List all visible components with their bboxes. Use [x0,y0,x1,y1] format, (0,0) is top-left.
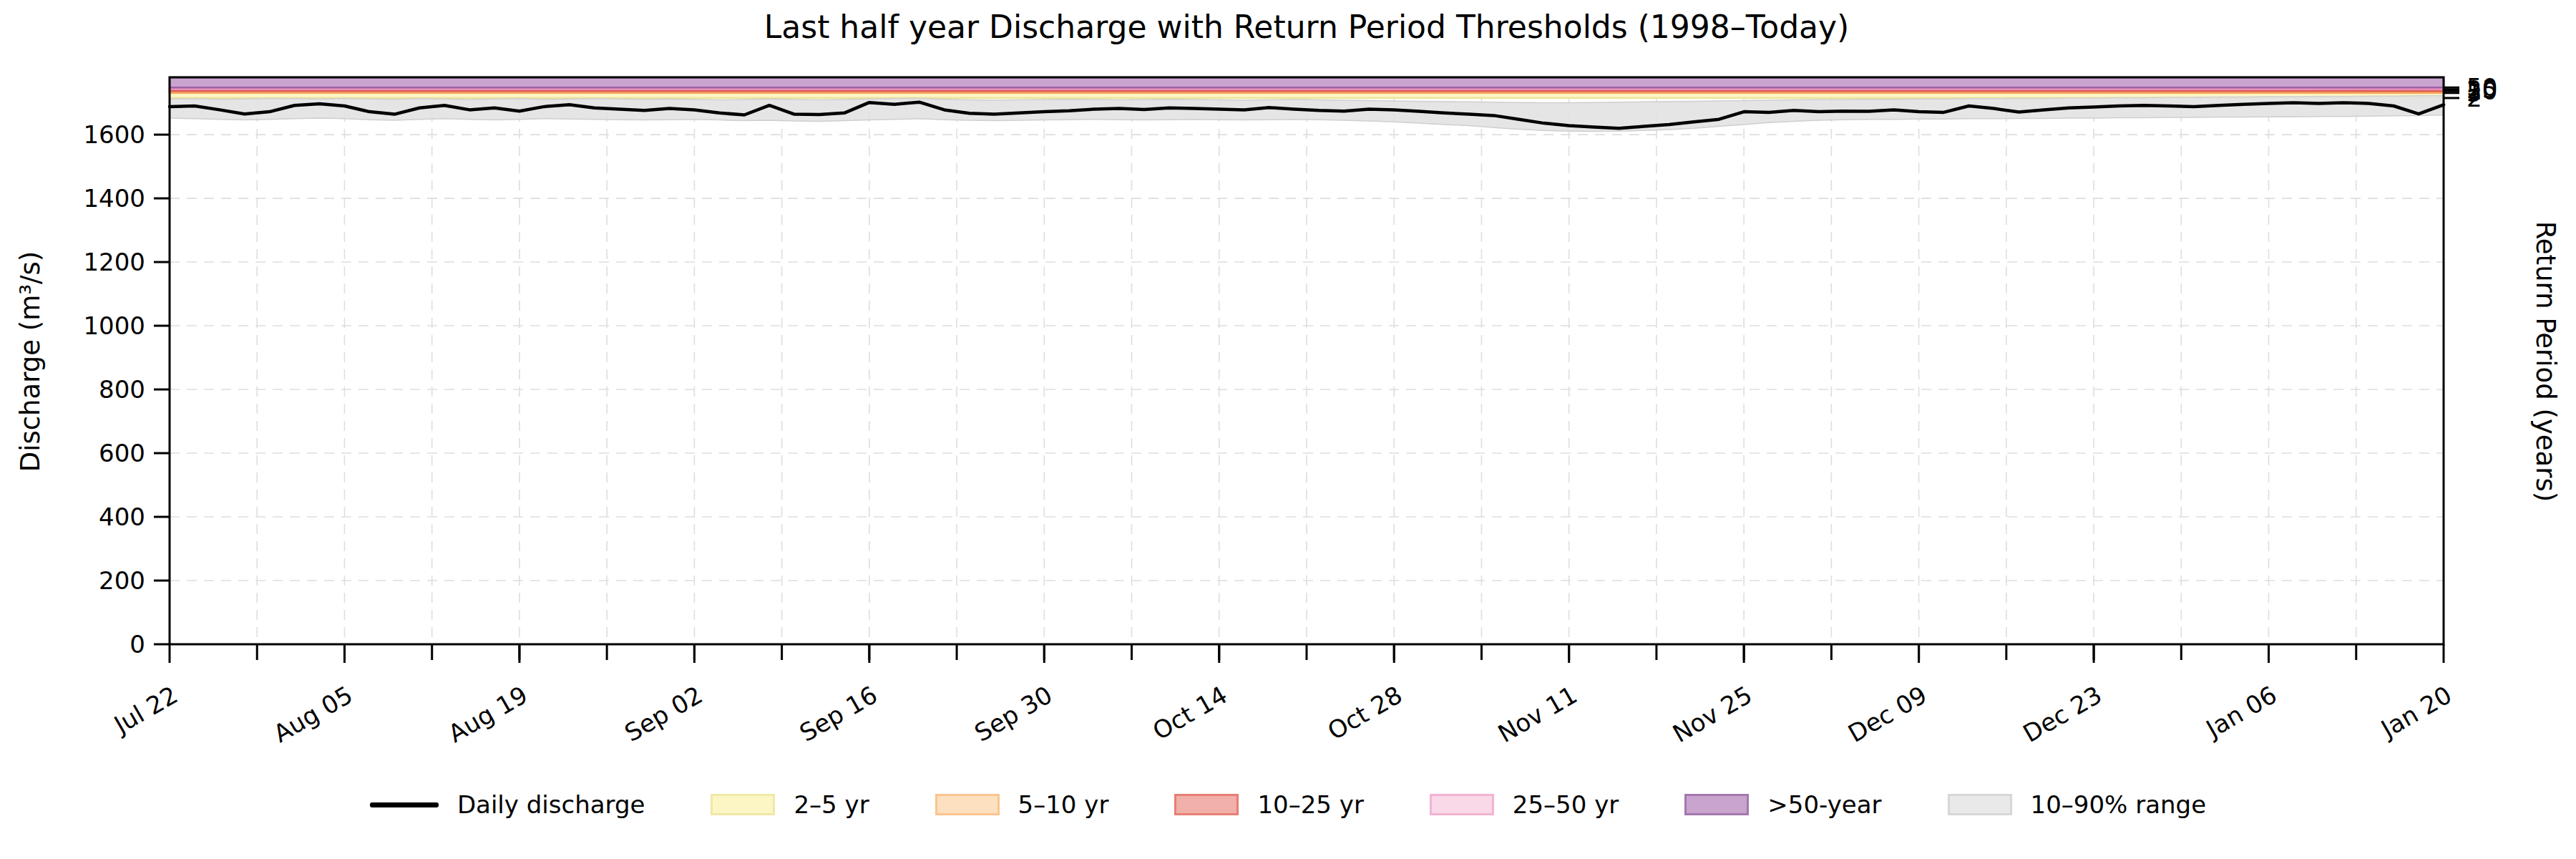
x-tick-label: Sep 02 [620,680,707,747]
legend-item: 25–50 yr [1430,790,1619,819]
x-tick-label: Dec 09 [1843,680,1932,748]
legend: Daily discharge 2–5 yr 5–10 yr 10–25 yr 25–5… [0,790,2576,819]
x-tick-label: Oct 14 [1148,680,1232,745]
x-tick-label: Nov 11 [1493,680,1581,748]
x-tick-label: Aug 05 [268,680,357,748]
percentile-range-band [170,96,2444,132]
x-tick-label: Jan 20 [2375,680,2457,744]
legend-patch-swatch [935,794,1000,815]
legend-label: 2–5 yr [794,790,869,819]
x-tick-label: Sep 16 [795,680,882,747]
legend-line-swatch [370,802,439,807]
legend-patch-swatch [1948,794,2012,815]
legend-label: 5–10 yr [1018,790,1109,819]
legend-label: Daily discharge [457,790,645,819]
legend-label: 25–50 yr [1513,790,1619,819]
legend-patch-swatch [1174,794,1239,815]
legend-label: 10–90% range [2031,790,2207,819]
legend-label: 10–25 yr [1257,790,1363,819]
plot-area: 0 200 400 600 800 1000 1200 1400 1600 Jul 22 Aug 0… [0,0,2576,859]
legend-patch-swatch [1684,794,1749,815]
x-tick-label: Nov 25 [1668,680,1757,748]
legend-item: 5–10 yr [935,790,1109,819]
y-tick-label: 800 [99,375,145,404]
y-tick-label: 400 [99,503,145,531]
x-tick-label: Aug 19 [444,680,532,748]
y-tick-label: 0 [130,630,145,659]
figure: Last half year Discharge with Return Per… [0,0,2576,859]
y-tick-label: 600 [99,439,145,467]
legend-patch-swatch [1430,794,1494,815]
legend-item: >50-year [1684,790,1881,819]
legend-item: Daily discharge [370,790,645,819]
y-tick-label: 1200 [83,248,145,276]
legend-item: 2–5 yr [711,790,869,819]
legend-item: 10–25 yr [1174,790,1363,819]
y-tick-label: 1600 [83,120,145,149]
x-tick-label: Sep 30 [970,680,1057,747]
legend-item: 10–90% range [1948,790,2207,819]
legend-patch-swatch [711,794,775,815]
x-tick-label: Oct 28 [1322,680,1407,745]
y-tick-label: 1000 [83,311,145,340]
x-tick-label: Dec 23 [2018,680,2107,748]
x-tick-label: Jul 22 [108,680,182,739]
y-tick-label: 200 [99,566,145,595]
right-tick-label: 50 [2467,73,2497,102]
x-tick-label: Jan 06 [2200,680,2282,744]
legend-label: >50-year [1767,790,1881,819]
y-tick-label: 1400 [83,184,145,213]
threshold-band [170,77,2444,87]
